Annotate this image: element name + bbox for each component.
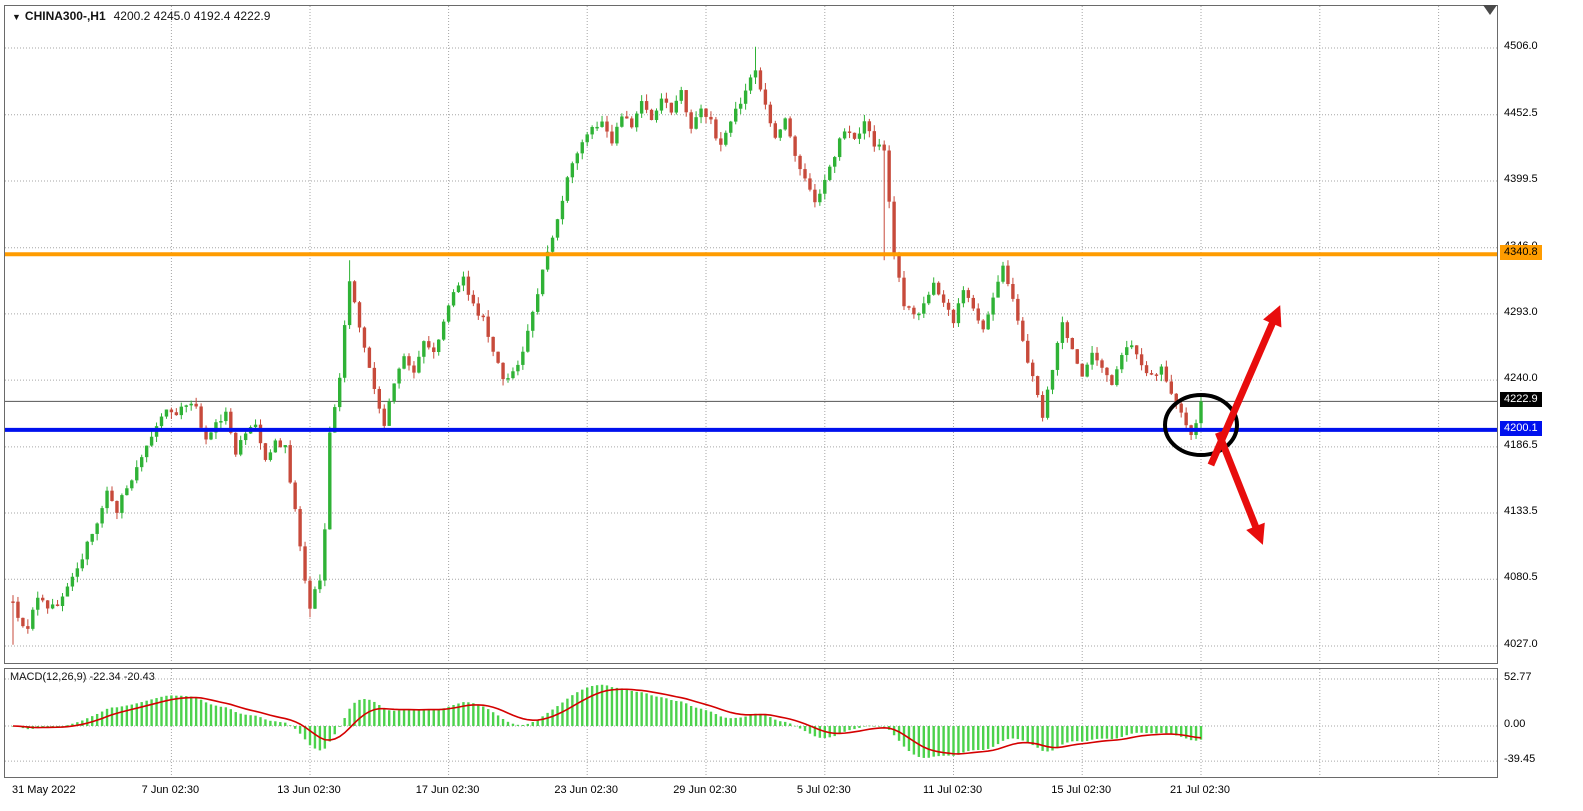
symbol-label: CHINA300-,H1 <box>24 9 106 23</box>
macd-values: -22.34 -20.43 <box>89 671 155 683</box>
macd-tick-label: -39.45 <box>1504 753 1536 766</box>
macd-tick-label: 0.00 <box>1504 718 1526 730</box>
macd-signal-line <box>12 688 1202 755</box>
time-tick-label: 5 Jul 02:30 <box>796 784 851 796</box>
price-tick-label: 4027.0 <box>1504 637 1538 650</box>
autoscroll-marker-icon[interactable] <box>1483 5 1497 15</box>
bearish-arrow[interactable] <box>1215 431 1265 545</box>
macd-pane[interactable] <box>4 668 1498 778</box>
price-tick-label: 4452.5 <box>1504 106 1538 119</box>
time-tick-label: 7 Jun 02:30 <box>141 784 200 796</box>
candlestick-series <box>11 46 1203 645</box>
price-tick-label: 4399.5 <box>1504 172 1538 185</box>
price-tick-label: 4293.0 <box>1504 305 1538 318</box>
main-chart-canvas[interactable] <box>5 6 1497 663</box>
price-tick-label: 4133.5 <box>1504 505 1538 518</box>
time-tick-label: 29 Jun 02:30 <box>673 784 737 796</box>
time-tick-label: 23 Jun 02:30 <box>554 784 618 796</box>
time-tick-label: 17 Jun 02:30 <box>415 784 480 796</box>
macd-indicator-label: MACD(12,26,9) -22.34 -20.43 <box>10 671 155 683</box>
price-tick-label: 4186.5 <box>1504 438 1538 451</box>
macd-tick-label: 52.77 <box>1504 670 1532 683</box>
time-axis[interactable]: 31 May 2022 7 Jun 02:30 13 Jun 02:30 17 Jun… <box>4 782 1498 802</box>
time-tick-label: 11 Jul 02:30 <box>922 784 983 796</box>
time-tick-label: 13 Jun 02:30 <box>277 784 341 796</box>
time-tick-label: 31 May 2022 <box>12 784 76 796</box>
price-tick-label: 4506.0 <box>1504 40 1538 52</box>
symbol-ohlc-readout: ▼ CHINA300-,H1 4200.2 4245.0 4192.4 4222.9 <box>12 9 270 23</box>
price-level-tag: 4340.8 <box>1500 245 1542 261</box>
price-tick-label: 4240.0 <box>1504 372 1538 385</box>
ohlc-values: 4200.2 4245.0 4192.4 4222.9 <box>113 9 271 23</box>
time-tick-label: 21 Jul 02:30 <box>1170 784 1230 796</box>
macd-name: MACD(12,26,9) <box>10 671 87 683</box>
price-axis[interactable]: 4506.04452.54399.54346.04293.04240.04186… <box>1500 0 1583 811</box>
circle-annotation[interactable] <box>1163 393 1239 458</box>
time-tick-label: 15 Jul 02:30 <box>1051 784 1112 796</box>
macd-canvas[interactable] <box>5 669 1497 777</box>
main-chart-pane[interactable] <box>4 5 1498 664</box>
price-level-tag: 4222.9 <box>1500 392 1542 408</box>
chart-dropdown-icon[interactable]: ▼ <box>12 12 21 22</box>
price-tick-label: 4080.5 <box>1504 571 1538 584</box>
price-level-tag: 4200.1 <box>1500 420 1542 436</box>
macd-histogram <box>11 684 1203 758</box>
